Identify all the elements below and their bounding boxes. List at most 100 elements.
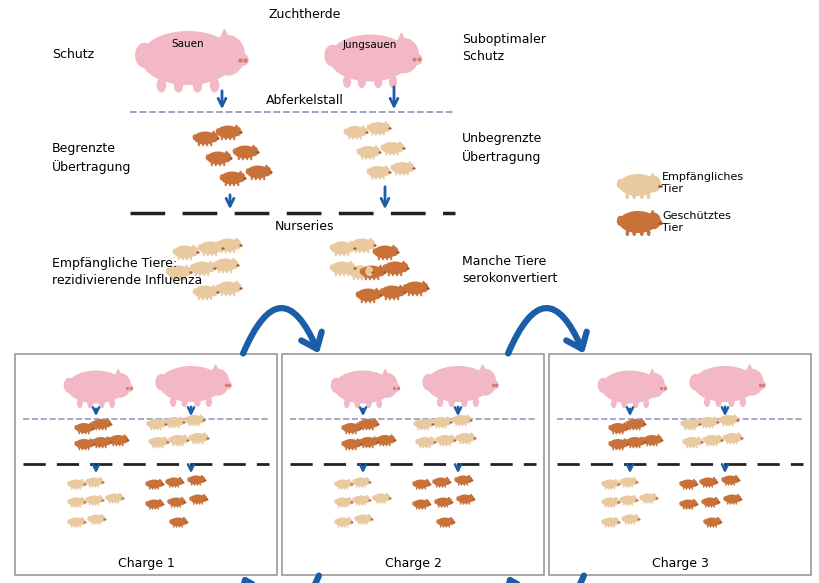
Ellipse shape [440,505,441,508]
Ellipse shape [97,496,103,503]
Ellipse shape [390,257,391,261]
Ellipse shape [146,500,161,508]
Ellipse shape [416,437,433,447]
Ellipse shape [346,252,349,257]
Ellipse shape [364,300,366,303]
Ellipse shape [355,136,358,140]
Polygon shape [425,499,428,501]
Ellipse shape [373,290,381,299]
Ellipse shape [210,252,213,257]
Polygon shape [209,261,211,264]
Ellipse shape [445,418,450,425]
Ellipse shape [692,366,756,402]
Ellipse shape [192,78,202,93]
Polygon shape [712,477,714,479]
Ellipse shape [410,54,422,65]
Ellipse shape [648,501,649,504]
Ellipse shape [219,163,221,166]
Ellipse shape [710,505,712,508]
Ellipse shape [170,435,186,445]
Ellipse shape [358,522,359,525]
Ellipse shape [730,483,731,486]
Ellipse shape [152,445,154,448]
Ellipse shape [645,501,646,504]
Ellipse shape [106,493,121,503]
Ellipse shape [97,522,98,525]
Ellipse shape [387,171,391,174]
Ellipse shape [655,436,662,443]
Ellipse shape [396,251,399,254]
Ellipse shape [646,175,660,192]
Ellipse shape [346,480,351,487]
Ellipse shape [402,173,405,175]
Ellipse shape [181,525,183,528]
Ellipse shape [364,496,369,503]
Ellipse shape [376,399,382,408]
Ellipse shape [88,448,89,451]
Ellipse shape [186,257,188,261]
Ellipse shape [621,431,623,434]
Ellipse shape [79,525,81,528]
Ellipse shape [165,417,183,427]
Ellipse shape [386,257,388,261]
Ellipse shape [353,267,355,270]
Ellipse shape [618,448,620,451]
Ellipse shape [438,485,440,488]
Ellipse shape [729,441,731,444]
Ellipse shape [251,177,252,180]
Ellipse shape [626,443,628,445]
Polygon shape [347,517,350,519]
Ellipse shape [381,286,403,298]
Ellipse shape [197,483,198,486]
Ellipse shape [174,245,196,258]
Ellipse shape [720,439,722,441]
Ellipse shape [726,483,728,486]
Ellipse shape [71,505,72,508]
Ellipse shape [373,147,380,156]
Ellipse shape [349,265,370,279]
Ellipse shape [450,501,452,503]
Ellipse shape [411,293,414,296]
Polygon shape [714,497,716,499]
Ellipse shape [420,427,422,430]
Ellipse shape [162,438,168,445]
Ellipse shape [405,267,409,270]
Ellipse shape [428,445,430,448]
Ellipse shape [690,487,692,490]
Polygon shape [478,365,486,373]
Ellipse shape [649,444,650,447]
Ellipse shape [620,496,635,504]
Ellipse shape [203,479,206,482]
Ellipse shape [362,445,364,448]
Ellipse shape [202,419,205,422]
Ellipse shape [178,257,179,261]
Ellipse shape [242,157,243,160]
Ellipse shape [93,419,110,429]
Ellipse shape [432,417,449,427]
Polygon shape [356,423,358,425]
Polygon shape [692,479,694,482]
Polygon shape [211,365,219,373]
Ellipse shape [722,476,737,484]
Ellipse shape [191,424,193,426]
Ellipse shape [161,445,164,448]
Ellipse shape [233,146,256,159]
Ellipse shape [230,270,232,273]
Ellipse shape [359,419,376,429]
Ellipse shape [473,437,475,440]
Ellipse shape [708,485,709,488]
Ellipse shape [412,167,414,170]
Text: Empfängliches
Tier: Empfängliches Tier [661,172,743,194]
Ellipse shape [622,424,627,431]
Ellipse shape [224,182,227,187]
Ellipse shape [342,75,351,88]
Ellipse shape [695,445,697,448]
Ellipse shape [472,498,474,500]
Text: Sauen: Sauen [171,39,204,49]
Ellipse shape [646,193,649,199]
Ellipse shape [388,497,391,500]
Ellipse shape [170,518,185,526]
Ellipse shape [699,417,716,427]
Polygon shape [106,437,108,439]
Polygon shape [179,417,181,419]
